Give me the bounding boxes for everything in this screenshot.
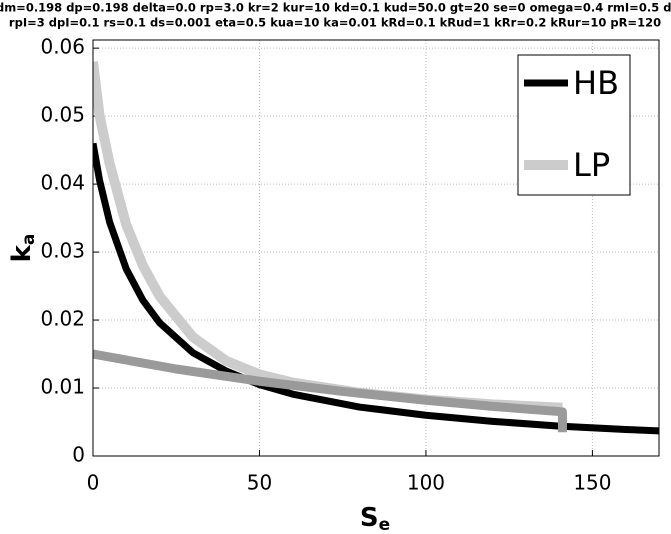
x-tick-label: 50 [247, 471, 272, 495]
chart-subtitle: rpI=3 dpI=0.1 rs=0.1 ds=0.001 eta=0.5 ku… [9, 16, 661, 30]
series-line [93, 349, 567, 433]
plot-frame [92, 39, 660, 457]
y-axis-label: ka [7, 234, 40, 263]
y-label-sub: a [19, 234, 39, 245]
legend-label: HB [573, 64, 619, 102]
y-tick-label: 0.05 [40, 103, 85, 127]
x-axis-label: Se [360, 503, 390, 534]
y-tick-label: 0.02 [40, 307, 85, 331]
legend-label: LP [573, 146, 610, 184]
series-line [93, 61, 563, 413]
x-label-main: S [360, 503, 379, 533]
y-tick-label: 0.06 [40, 35, 85, 59]
y-tick-label: 0.03 [40, 239, 85, 263]
legend-box [517, 54, 631, 196]
x-label-sub: e [379, 515, 391, 534]
chart-title: rm=0.0 dm=0.198 dp=0.198 delta=0.0 rp=3.… [0, 1, 671, 15]
x-tick-label: 100 [407, 471, 445, 495]
x-tick-label: 150 [573, 471, 611, 495]
y-tick-label: 0.04 [40, 171, 85, 195]
y-tick-label: 0 [72, 443, 85, 467]
y-tick-label: 0.01 [40, 375, 85, 399]
x-tick-label: 0 [87, 471, 100, 495]
y-label-main: k [7, 244, 37, 262]
